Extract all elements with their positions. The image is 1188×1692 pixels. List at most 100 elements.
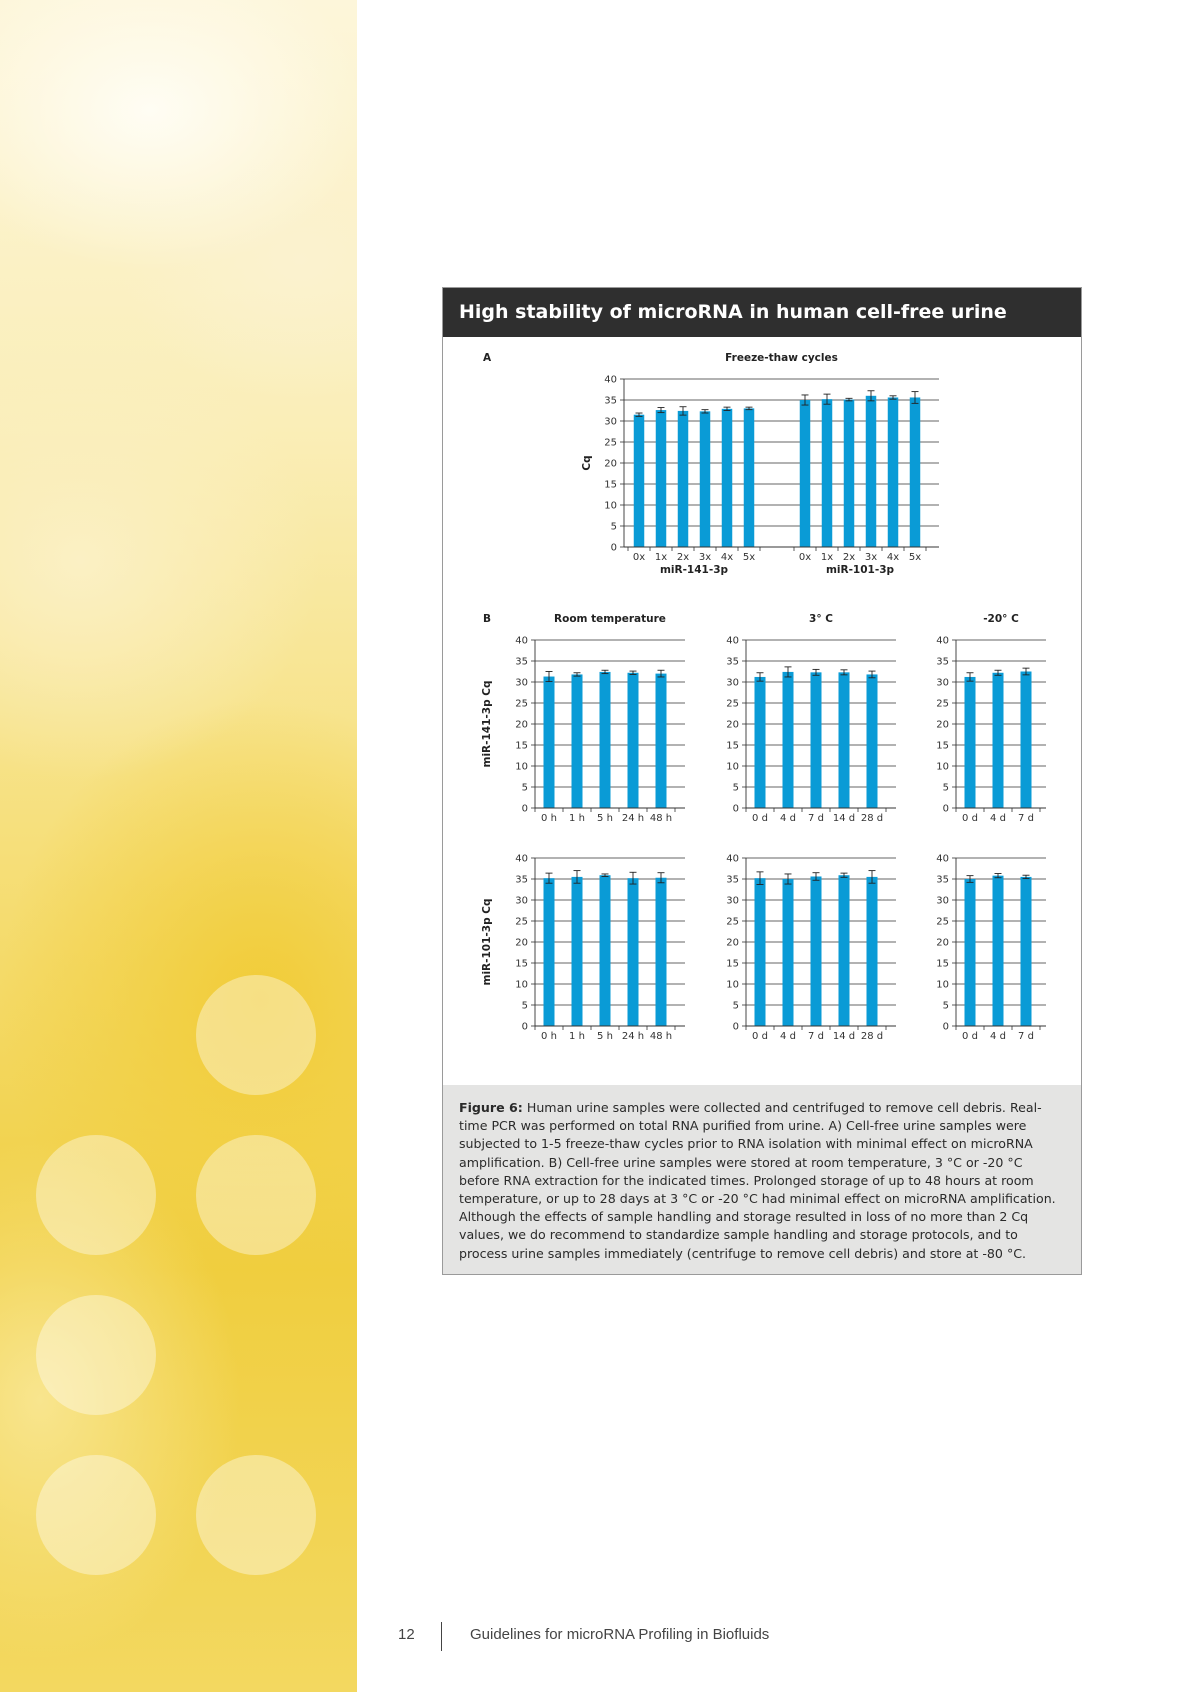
y-tick-label: 30 bbox=[936, 678, 949, 689]
x-tick-label: 0 h bbox=[541, 1031, 557, 1042]
y-tick-label: 0 bbox=[611, 543, 617, 554]
y-tick-label: 20 bbox=[936, 938, 949, 949]
bar bbox=[677, 410, 689, 547]
caption-text: Human urine samples were collected and c… bbox=[459, 1100, 1056, 1261]
y-axis-label: Cq bbox=[581, 455, 593, 470]
y-tick-label: 35 bbox=[726, 875, 739, 886]
x-tick-label: 28 d bbox=[861, 813, 883, 824]
y-tick-label: 5 bbox=[943, 1001, 949, 1012]
bar bbox=[743, 408, 755, 547]
y-tick-label: 25 bbox=[726, 917, 739, 928]
y-tick-label: 40 bbox=[726, 636, 739, 647]
decorative-circles bbox=[36, 975, 316, 1575]
x-tick-label: 5 h bbox=[597, 813, 613, 824]
group-label: miR-101-3p bbox=[826, 564, 895, 576]
x-tick-label: 4 d bbox=[780, 1031, 796, 1042]
x-tick-label: 28 d bbox=[861, 1031, 883, 1042]
y-tick-label: 20 bbox=[515, 938, 528, 949]
bar bbox=[571, 876, 583, 1026]
x-tick-label: 1x bbox=[821, 552, 833, 563]
bar bbox=[810, 672, 822, 808]
x-tick-label: 7 d bbox=[808, 813, 824, 824]
y-tick-label: 10 bbox=[726, 762, 739, 773]
y-tick-label: 30 bbox=[604, 417, 617, 428]
y-axis-label: miR-101-3p Cq bbox=[481, 899, 493, 986]
bar bbox=[599, 875, 611, 1026]
chart-title: Room temperature bbox=[554, 613, 666, 625]
bar bbox=[1020, 671, 1032, 808]
y-tick-label: 25 bbox=[515, 699, 528, 710]
y-tick-label: 5 bbox=[943, 783, 949, 794]
y-tick-label: 35 bbox=[726, 657, 739, 668]
x-tick-label: 0 d bbox=[752, 1031, 768, 1042]
y-tick-label: 35 bbox=[936, 657, 949, 668]
y-tick-label: 30 bbox=[936, 896, 949, 907]
y-tick-label: 0 bbox=[943, 804, 949, 815]
y-tick-label: 40 bbox=[726, 854, 739, 865]
y-tick-label: 10 bbox=[936, 762, 949, 773]
x-tick-label: 1x bbox=[655, 552, 667, 563]
y-tick-label: 25 bbox=[604, 438, 617, 449]
figure-header: High stability of microRNA in human cell… bbox=[443, 288, 1081, 337]
bar bbox=[799, 400, 811, 547]
bar bbox=[1020, 876, 1032, 1026]
x-tick-label: 2x bbox=[843, 552, 855, 563]
bar bbox=[838, 875, 850, 1026]
bar bbox=[627, 672, 639, 808]
y-tick-label: 35 bbox=[604, 396, 617, 407]
bar bbox=[655, 673, 667, 808]
bar bbox=[599, 671, 611, 808]
y-tick-label: 30 bbox=[726, 678, 739, 689]
bar bbox=[655, 877, 667, 1026]
bar bbox=[843, 399, 855, 547]
bar bbox=[571, 674, 583, 808]
bar bbox=[754, 676, 766, 808]
bar bbox=[627, 878, 639, 1026]
x-tick-label: 4x bbox=[721, 552, 733, 563]
caption-label: Figure 6: bbox=[459, 1100, 523, 1115]
y-tick-label: 25 bbox=[936, 699, 949, 710]
x-tick-label: 0 d bbox=[962, 813, 978, 824]
y-tick-label: 40 bbox=[515, 854, 528, 865]
y-axis-label: miR-141-3p Cq bbox=[481, 681, 493, 768]
bar bbox=[866, 876, 878, 1026]
y-tick-label: 40 bbox=[936, 636, 949, 647]
y-tick-label: 35 bbox=[515, 657, 528, 668]
y-tick-label: 15 bbox=[726, 741, 739, 752]
x-tick-label: 5x bbox=[909, 552, 921, 563]
x-tick-label: 0 d bbox=[752, 813, 768, 824]
x-tick-label: 4 d bbox=[990, 1031, 1006, 1042]
y-tick-label: 20 bbox=[726, 938, 739, 949]
x-tick-label: 0x bbox=[799, 552, 811, 563]
charts-area: 0 5 10 15 20 25 30 35 40 0x 1x 2x 3x 4x 5x miR-141-3p 0x… bbox=[481, 352, 1046, 1042]
y-tick-label: 15 bbox=[936, 741, 949, 752]
x-tick-label: 3x bbox=[699, 552, 711, 563]
bar bbox=[655, 410, 667, 547]
y-tick-label: 0 bbox=[733, 1022, 739, 1033]
y-tick-label: 20 bbox=[726, 720, 739, 731]
bar bbox=[865, 395, 877, 547]
bar bbox=[992, 672, 1004, 808]
y-tick-label: 10 bbox=[515, 980, 528, 991]
x-tick-label: 48 h bbox=[650, 1031, 672, 1042]
y-tick-label: 20 bbox=[515, 720, 528, 731]
x-tick-label: 5 h bbox=[597, 1031, 613, 1042]
y-tick-label: 35 bbox=[936, 875, 949, 886]
x-tick-label: 0x bbox=[633, 552, 645, 563]
x-tick-label: 7 d bbox=[1018, 1031, 1034, 1042]
bar bbox=[633, 414, 645, 547]
y-tick-label: 40 bbox=[604, 375, 617, 386]
y-tick-label: 0 bbox=[522, 1022, 528, 1033]
bar bbox=[992, 875, 1004, 1026]
bar bbox=[810, 876, 822, 1026]
bar bbox=[543, 878, 555, 1026]
y-tick-label: 5 bbox=[733, 1001, 739, 1012]
chart-title: 3° C bbox=[809, 613, 833, 625]
panel-label: A bbox=[483, 352, 492, 364]
x-tick-label: 14 d bbox=[833, 1031, 855, 1042]
x-tick-label: 14 d bbox=[833, 813, 855, 824]
figure-caption: Figure 6: Human urine samples were colle… bbox=[443, 1085, 1081, 1274]
bar bbox=[782, 671, 794, 808]
y-tick-label: 10 bbox=[726, 980, 739, 991]
x-tick-label: 5x bbox=[743, 552, 755, 563]
